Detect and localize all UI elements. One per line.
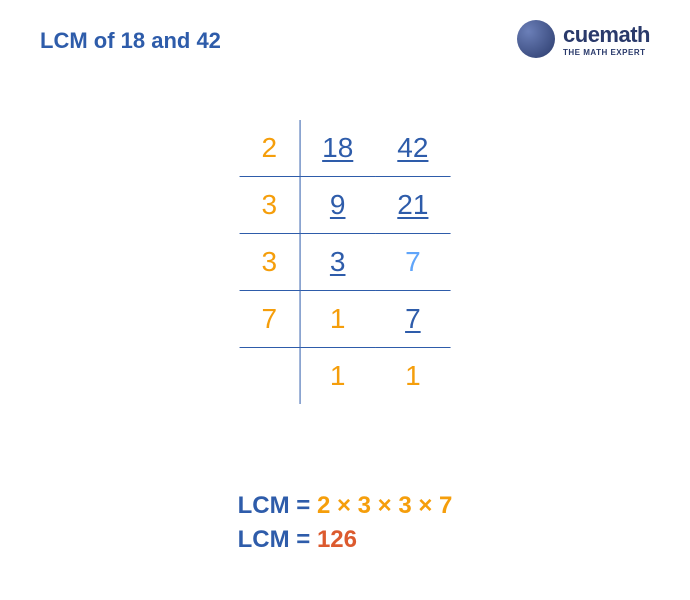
division-table: 21842392133771711 — [240, 120, 451, 404]
num-a-cell: 1 — [300, 291, 376, 348]
result-block: LCM = 2 × 3 × 3 × 7 LCM = 126 — [238, 486, 453, 560]
divisor-cell: 2 — [240, 120, 300, 177]
lcm-factors: 2 × 3 × 3 × 7 — [317, 492, 452, 519]
num-b-cell: 21 — [375, 177, 450, 234]
num-b-cell: 7 — [375, 234, 450, 291]
lcm-value: 126 — [317, 526, 357, 553]
logo-orb-icon — [517, 20, 555, 58]
logo-tagline: THE MATH EXPERT — [563, 48, 650, 57]
lcm-expression: LCM = 2 × 3 × 3 × 7 — [238, 492, 453, 520]
num-a-cell: 18 — [300, 120, 376, 177]
divisor-cell: 3 — [240, 177, 300, 234]
lcm-label: LCM — [238, 492, 290, 519]
lcm-value-line: LCM = 126 — [238, 526, 453, 554]
num-b-cell: 1 — [375, 348, 450, 405]
lcm-label: LCM — [238, 526, 290, 553]
table-row: 21842 — [240, 120, 451, 177]
table-row: 3921 — [240, 177, 451, 234]
lcm-equals: = — [290, 526, 317, 553]
num-b-cell: 42 — [375, 120, 450, 177]
logo: cuemath THE MATH EXPERT — [517, 20, 650, 58]
num-a-cell: 9 — [300, 177, 376, 234]
divisor-cell: 7 — [240, 291, 300, 348]
table-row: 11 — [240, 348, 451, 405]
num-b-cell: 7 — [375, 291, 450, 348]
num-a-cell: 3 — [300, 234, 376, 291]
page-title: LCM of 18 and 42 — [40, 28, 221, 54]
logo-brand: cuemath — [563, 22, 650, 48]
table-row: 337 — [240, 234, 451, 291]
lcm-equals: = — [290, 492, 317, 519]
divisor-cell: 3 — [240, 234, 300, 291]
num-a-cell: 1 — [300, 348, 376, 405]
divisor-cell — [240, 348, 300, 405]
table-row: 717 — [240, 291, 451, 348]
